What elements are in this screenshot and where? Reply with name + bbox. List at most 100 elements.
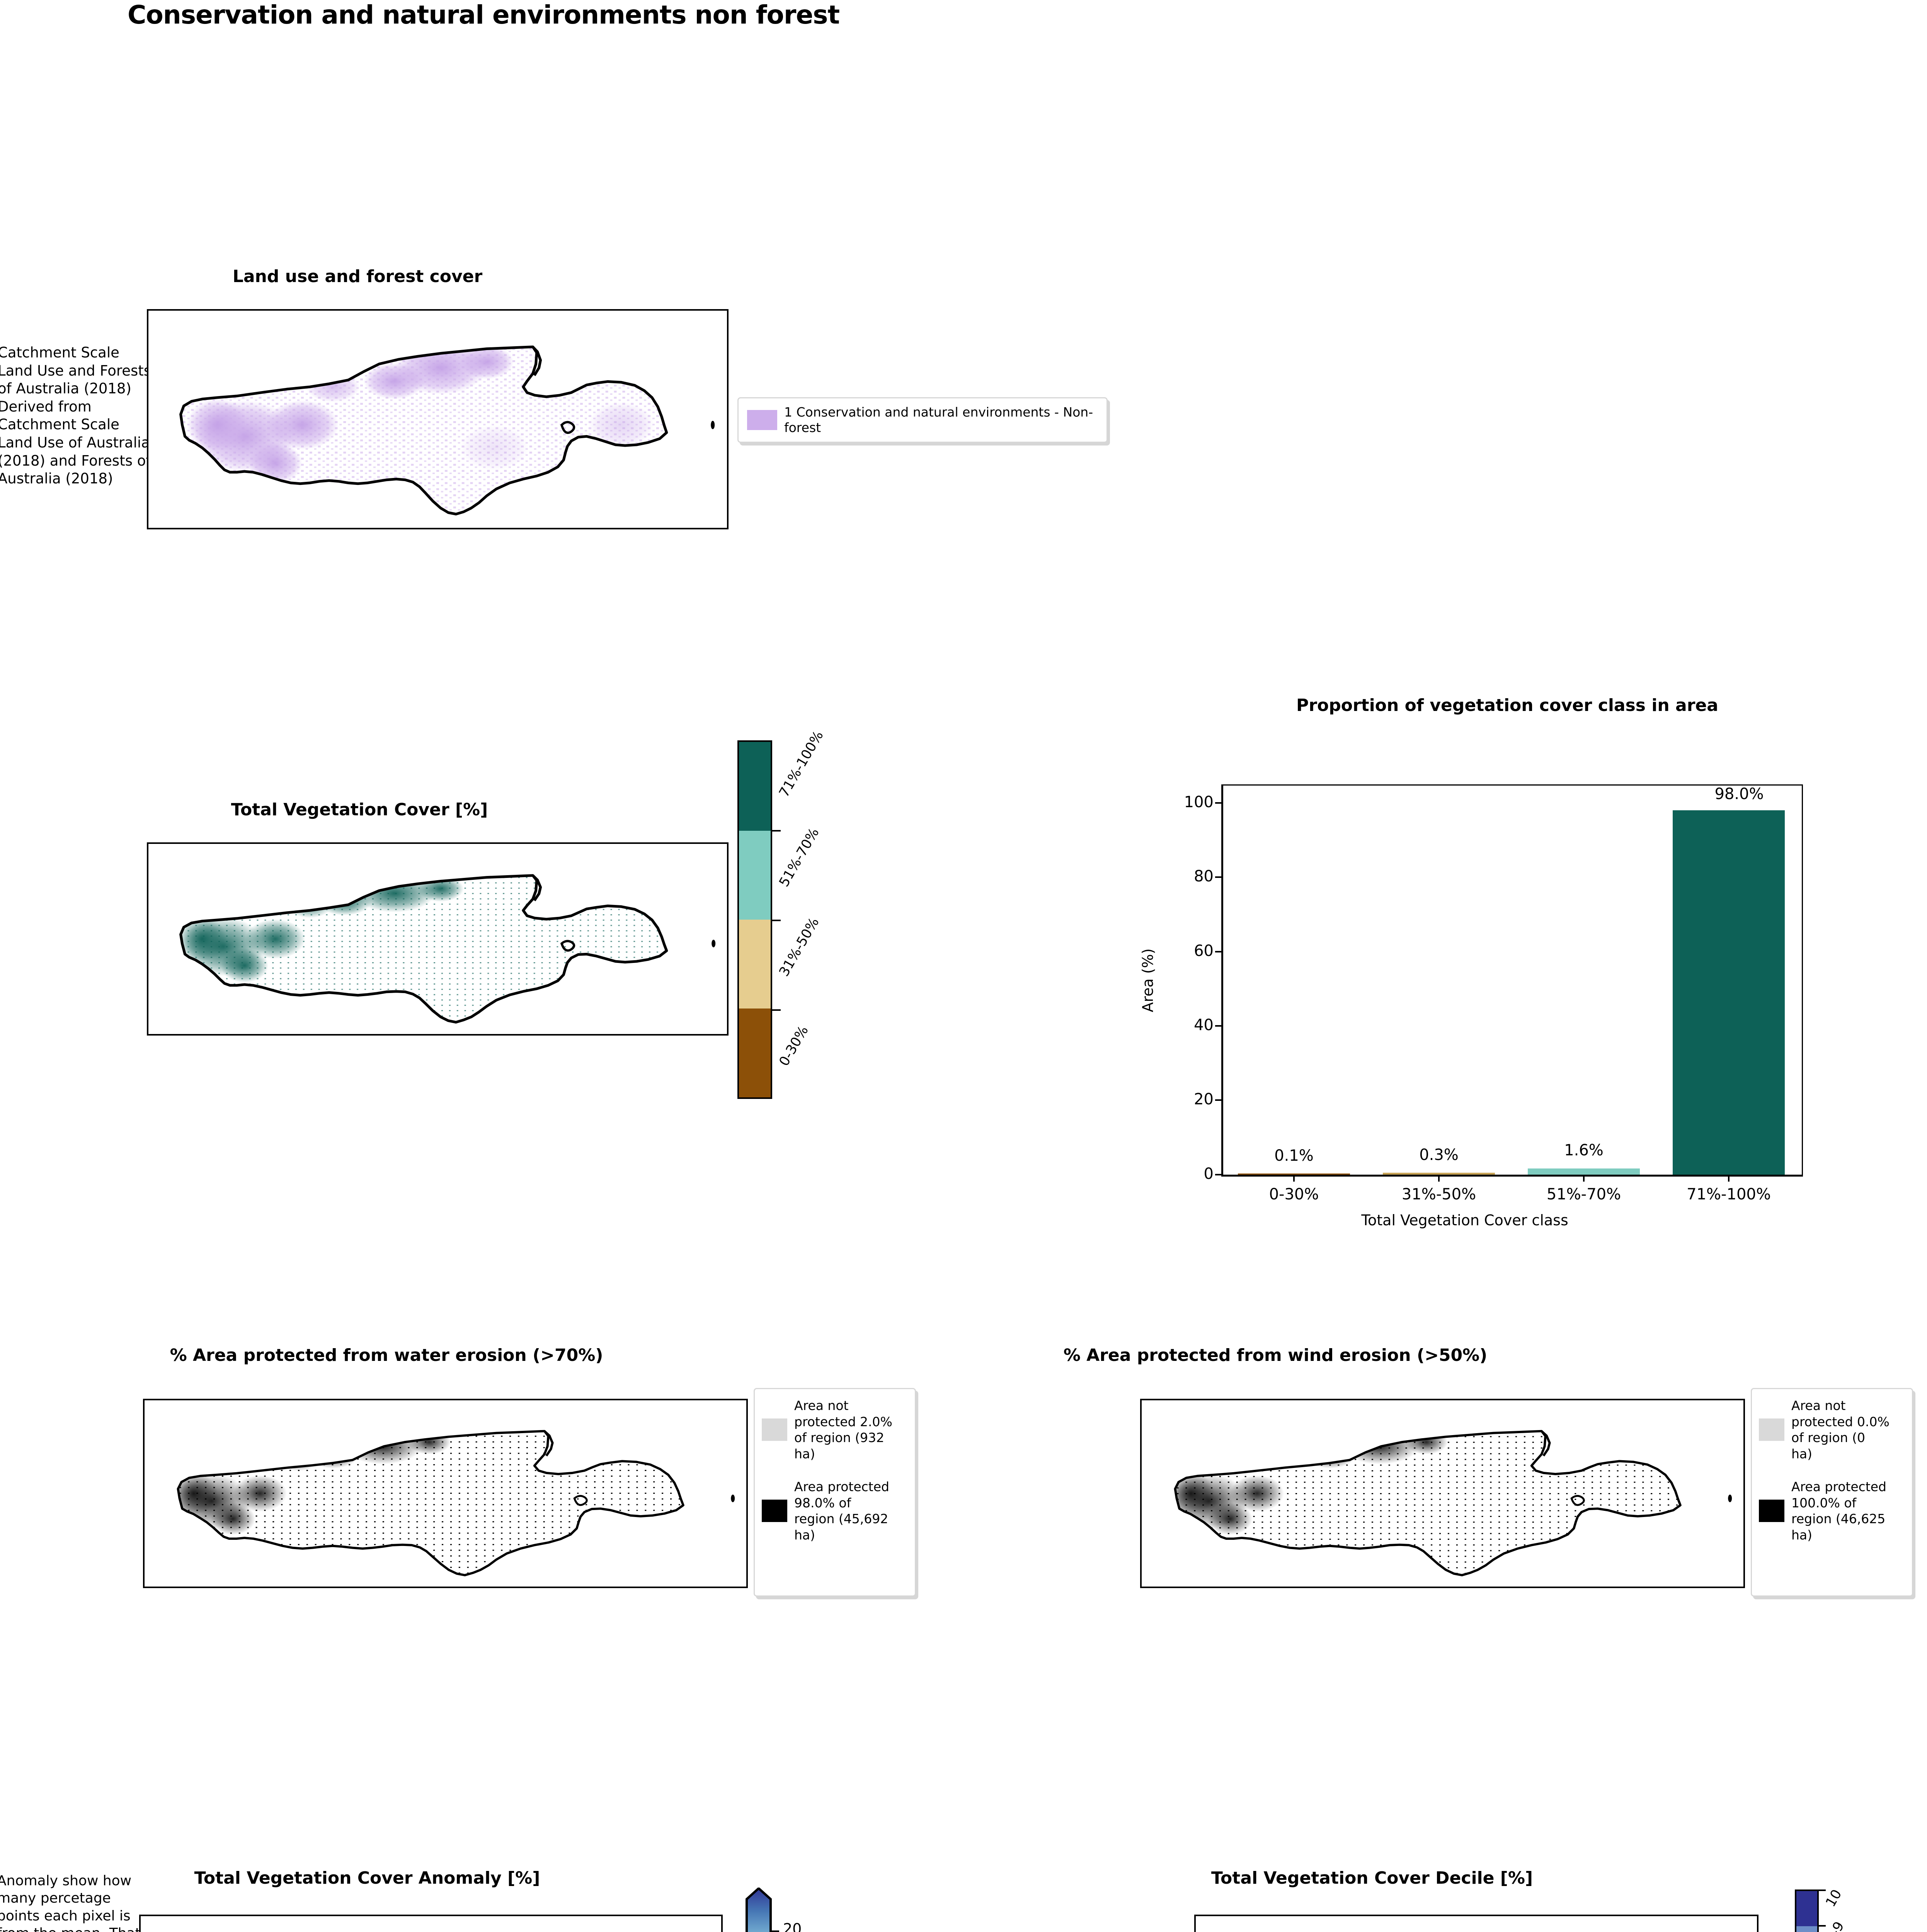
chart-plot-right-spine — [1802, 784, 1803, 1175]
landuse-source-note: Catchment Scale Land Use and Forests of … — [0, 344, 152, 487]
water-erosion-raster — [178, 1431, 683, 1575]
axis-tick — [1198, 1587, 1199, 1588]
chart-ytick-label: 0 — [1204, 1165, 1214, 1183]
axis-tick — [1575, 1587, 1576, 1588]
anomaly-colorbar[interactable] — [745, 1888, 772, 1932]
decile-colorbar-label-8-9: 8-9 — [1823, 1919, 1847, 1932]
axis-tick — [577, 1587, 579, 1588]
axis-tick — [147, 875, 148, 876]
anomaly-map[interactable] — [139, 1915, 723, 1932]
axis-tick — [1650, 1587, 1651, 1588]
chart-ytick-label: 80 — [1194, 867, 1214, 885]
chart-xtick-label-1: 31%-50% — [1401, 1185, 1476, 1203]
anomaly-map-svg — [141, 1916, 721, 1932]
chart-title: Proportion of vegetation cover class in … — [1296, 696, 1718, 715]
axis-tick — [365, 1035, 366, 1036]
wind-erosion-legend[interactable]: Area not protected 0.0% of region (0 ha)… — [1751, 1388, 1913, 1597]
chart-ytick — [1215, 951, 1221, 952]
colorbar-segment-2 — [739, 920, 771, 1009]
region-outline — [177, 1430, 684, 1577]
legend-row-not-protected: Area not protected 2.0% of region (932 h… — [762, 1398, 908, 1462]
landuse-raster — [180, 347, 667, 514]
page-title: Conservation and natural environments no… — [128, 0, 840, 30]
water-erosion-panel-title: % Area protected from water erosion (>70… — [170, 1345, 603, 1365]
veg-cover-map[interactable] — [147, 842, 729, 1036]
chart-xtick-label-3: 71%-100% — [1687, 1185, 1771, 1203]
chart-plot-top-spine — [1221, 784, 1803, 786]
chart-bar-label-1: 0.3% — [1419, 1146, 1459, 1164]
legend-swatch-not-protected — [762, 1418, 787, 1441]
chart-ytick-label: 40 — [1194, 1016, 1214, 1034]
axis-tick — [1499, 1587, 1501, 1588]
axis-tick — [288, 1035, 289, 1036]
water-erosion-map[interactable] — [143, 1399, 748, 1588]
decile-colorbar-segment-8-9 — [1796, 1926, 1817, 1932]
legend-row-protected: Area protected 100.0% of region (46,625 … — [1759, 1479, 1905, 1543]
chart-bar-3[interactable] — [1673, 810, 1785, 1175]
wind-erosion-map[interactable] — [1140, 1399, 1745, 1588]
veg-cover-map-svg — [179, 874, 716, 1024]
wind-erosion-raster — [1175, 1431, 1680, 1575]
axis-tick — [210, 1035, 212, 1036]
axis-tick — [597, 1035, 598, 1036]
veg-cover-map-canvas — [148, 844, 727, 1034]
legend-label-not-protected: Area not protected 2.0% of region (932 h… — [794, 1398, 892, 1461]
veg-cover-colorbar[interactable] — [737, 740, 772, 1099]
landuse-legend[interactable]: 1 Conservation and natural environments … — [737, 397, 1108, 443]
chart-bar-1[interactable] — [1383, 1173, 1495, 1175]
chart-bar-2[interactable] — [1528, 1168, 1640, 1175]
veg-cover-colorbar-label-1: 0-30% — [776, 1023, 812, 1069]
decile-raster — [1196, 1916, 1757, 1932]
anomaly-map-canvas — [141, 1916, 721, 1932]
axis-tick — [201, 1587, 202, 1588]
axis-tick — [1140, 1466, 1141, 1468]
landuse-map-svg — [179, 345, 715, 515]
chart-yaxis-title: Area (%) — [1139, 948, 1156, 1012]
axis-tick — [1140, 1539, 1141, 1541]
chart-ytick-label: 60 — [1194, 942, 1214, 960]
colorbar-tick — [772, 830, 781, 832]
axis-tick — [1424, 1587, 1425, 1588]
decile-map-svg — [1196, 1916, 1757, 1932]
axis-tick — [427, 1587, 428, 1588]
chart-bar-label-0: 0.1% — [1274, 1147, 1314, 1165]
landuse-legend-label: 1 Conservation and natural environments … — [784, 404, 1093, 435]
colorbar-segment-4 — [739, 742, 771, 831]
decile-colorbar[interactable] — [1795, 1889, 1819, 1932]
axis-tick — [147, 345, 148, 347]
axis-tick — [442, 1035, 444, 1036]
water-erosion-legend[interactable]: Area not protected 2.0% of region (932 h… — [754, 1388, 916, 1597]
decile-map-canvas — [1196, 1916, 1757, 1932]
chart-bar-label-2: 1.6% — [1564, 1141, 1604, 1159]
wind-erosion-panel-title: % Area protected from wind erosion (>50%… — [1063, 1345, 1488, 1365]
wind-erosion-map-svg — [1174, 1430, 1732, 1577]
proportion-bar-chart[interactable]: Proportion of vegetation cover class in … — [1105, 696, 1909, 1229]
colorbar-tick — [772, 1009, 781, 1011]
decile-map[interactable] — [1194, 1915, 1758, 1932]
legend-label-protected: Area protected 98.0% of region (45,692 h… — [794, 1479, 889, 1543]
chart-ytick — [1215, 1174, 1221, 1175]
decile-panel-title: Total Vegetation Cover Decile [%] — [1211, 1868, 1533, 1888]
chart-bar-0[interactable] — [1238, 1173, 1350, 1175]
chart-xtick — [1293, 1175, 1295, 1182]
colorbar-tick — [1818, 1889, 1826, 1891]
chart-ytick — [1215, 802, 1221, 804]
axis-tick — [147, 396, 148, 397]
legend-row: 1 Conservation and natural environments … — [747, 405, 1098, 435]
axis-tick — [143, 1429, 144, 1431]
colorbar-segment-1 — [739, 1009, 771, 1097]
axis-tick — [143, 1466, 144, 1468]
legend-row-not-protected: Area not protected 0.0% of region (0 ha) — [1759, 1398, 1905, 1462]
veg-cover-colorbar-label-4: 71%-100% — [776, 728, 827, 800]
legend-swatch-not-protected — [1759, 1418, 1784, 1441]
axis-tick — [1140, 1503, 1141, 1504]
decile-colorbar-segment-10 — [1796, 1891, 1817, 1926]
landuse-map[interactable] — [147, 309, 729, 529]
veg-cover-raster — [180, 875, 667, 1022]
colorbar-tick — [771, 1930, 779, 1932]
water-erosion-map-svg — [177, 1430, 735, 1577]
veg-cover-colorbar-label-2: 31%-50% — [776, 915, 822, 979]
axis-tick — [519, 1035, 521, 1036]
legend-swatch-protected — [1759, 1500, 1784, 1522]
axis-tick — [674, 1035, 676, 1036]
